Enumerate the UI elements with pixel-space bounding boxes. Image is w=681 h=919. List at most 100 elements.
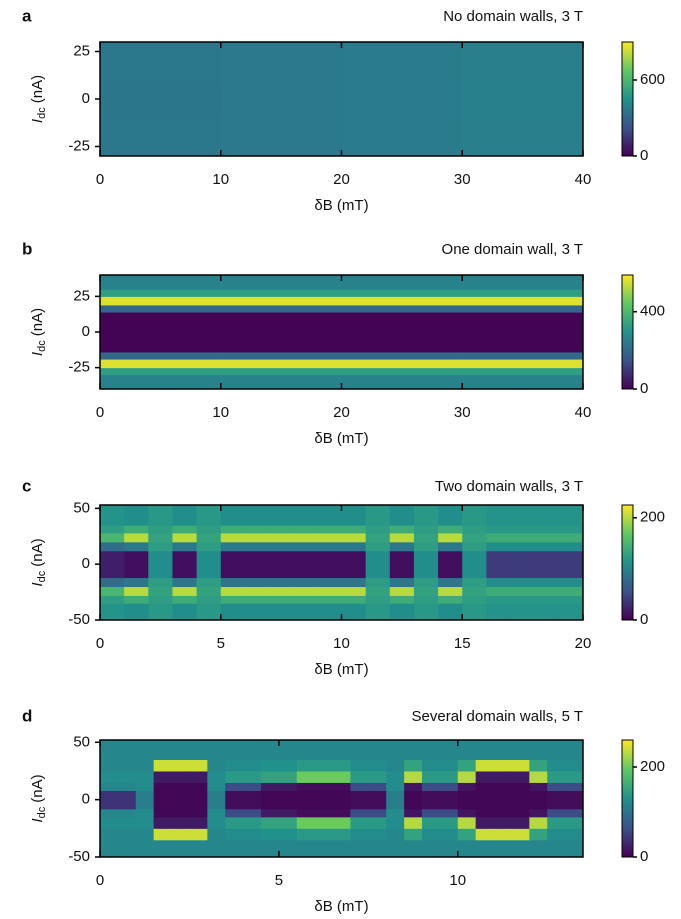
heatmap-cell xyxy=(269,532,294,543)
heatmap-cell xyxy=(462,312,524,353)
heatmap-cell xyxy=(341,367,403,376)
heatmap xyxy=(100,275,583,389)
heatmap xyxy=(100,740,583,857)
heatmap-cell xyxy=(522,296,583,306)
heatmap-cell xyxy=(486,541,512,552)
colorbar-tick-label: 0 xyxy=(640,848,648,865)
heatmap-cell xyxy=(196,577,222,588)
heatmap-cell xyxy=(220,525,246,534)
heatmap-cell xyxy=(486,595,512,604)
heatmap-cell xyxy=(510,532,536,543)
y-tick-label: -50 xyxy=(68,611,90,628)
y-tick-label: 0 xyxy=(82,323,90,340)
heatmap-cell xyxy=(462,367,524,376)
heatmap-cell xyxy=(462,603,487,620)
heatmap-cell xyxy=(314,828,334,841)
heatmap-cell xyxy=(220,367,282,376)
heatmap-cell xyxy=(439,839,459,857)
panel-title: Two domain walls, 3 T xyxy=(435,478,583,495)
y-label-symbol: I xyxy=(29,352,46,356)
heatmap-cell xyxy=(401,275,463,290)
heatmap-cell xyxy=(124,577,149,588)
heatmap-cell xyxy=(368,759,387,772)
heatmap-cell xyxy=(220,541,246,552)
heatmap-cell xyxy=(220,351,282,360)
heatmap-cell xyxy=(171,839,190,857)
heatmap-cell xyxy=(100,586,125,596)
heatmap-cell xyxy=(475,808,495,818)
heatmap-cell xyxy=(296,839,316,857)
y-axis-label: Idc (nA) xyxy=(29,308,48,356)
heatmap-cell xyxy=(100,595,125,604)
heatmap-cell xyxy=(565,808,583,818)
heatmap-cell xyxy=(493,828,512,841)
heatmap-cell xyxy=(135,782,155,791)
heatmap-cell xyxy=(153,816,173,829)
heatmap-cell xyxy=(189,816,208,829)
heatmap-cell xyxy=(100,289,161,297)
y-label-symbol: I xyxy=(29,582,46,586)
heatmap-cell xyxy=(439,808,459,818)
y-axis-label: Idc (nA) xyxy=(29,774,48,822)
heatmap-cell xyxy=(462,118,583,156)
heatmap-cell xyxy=(171,759,190,772)
heatmap-cell xyxy=(160,296,222,306)
heatmap-cell xyxy=(100,782,119,791)
heatmap-cell xyxy=(148,603,173,620)
heatmap-cell xyxy=(293,577,318,588)
colorbar xyxy=(621,41,634,157)
x-axis-label: δB (mT) xyxy=(314,430,368,447)
heatmap-cell xyxy=(196,550,222,579)
colorbar xyxy=(621,504,634,621)
colorbar-tick-label: 400 xyxy=(640,303,665,320)
heatmap-cell xyxy=(243,839,262,857)
heatmap-cell xyxy=(558,586,583,596)
heatmap-cell xyxy=(493,782,512,791)
heatmap-cell xyxy=(511,782,530,791)
heatmap-cell xyxy=(160,351,222,360)
heatmap-cell xyxy=(438,603,463,620)
heatmap-cell xyxy=(547,808,566,818)
heatmap-cell xyxy=(522,359,583,369)
heatmap-cell xyxy=(269,541,294,552)
heatmap-cell xyxy=(278,839,298,857)
heatmap-cell xyxy=(100,275,161,290)
heatmap-cell xyxy=(404,828,423,841)
heatmap-cell xyxy=(100,550,125,579)
heatmap-cell xyxy=(462,304,524,313)
heatmap-cell xyxy=(510,577,536,588)
heatmap-cell xyxy=(401,351,463,360)
heatmap-cell xyxy=(462,550,487,579)
heatmap-cell xyxy=(547,759,566,772)
heatmap-cell xyxy=(160,367,222,376)
heatmap-cell xyxy=(153,782,173,791)
x-axis-label: δB (mT) xyxy=(314,898,368,915)
heatmap-cell xyxy=(422,839,441,857)
x-tick-label: 10 xyxy=(212,171,229,188)
heatmap-cell xyxy=(124,595,149,604)
heatmap-cell xyxy=(261,740,280,760)
heatmap-cell xyxy=(243,816,262,829)
heatmap-cell xyxy=(529,828,548,841)
heatmap-cell xyxy=(100,374,161,389)
heatmap-cell xyxy=(100,304,161,313)
y-tick-label: 50 xyxy=(73,733,90,750)
heatmap-cell xyxy=(462,505,487,526)
heatmap-cell xyxy=(457,782,477,791)
heatmap-cell xyxy=(462,275,524,290)
heatmap-cell xyxy=(314,808,334,818)
heatmap-cell xyxy=(422,770,441,783)
heatmap-cell xyxy=(160,304,222,313)
heatmap-cell xyxy=(332,828,351,841)
heatmap-cell xyxy=(207,808,226,818)
heatmap-cell xyxy=(124,541,149,552)
heatmap-cell xyxy=(296,816,316,829)
colorbar-tick-label: 200 xyxy=(640,758,665,775)
heatmap-cell xyxy=(522,275,583,290)
colorbar xyxy=(621,739,634,858)
heatmap-cell xyxy=(413,550,439,579)
heatmap-cell xyxy=(350,759,369,772)
heatmap-cell xyxy=(269,577,294,588)
heatmap-cell xyxy=(281,374,342,389)
heatmap-cell xyxy=(462,577,487,588)
